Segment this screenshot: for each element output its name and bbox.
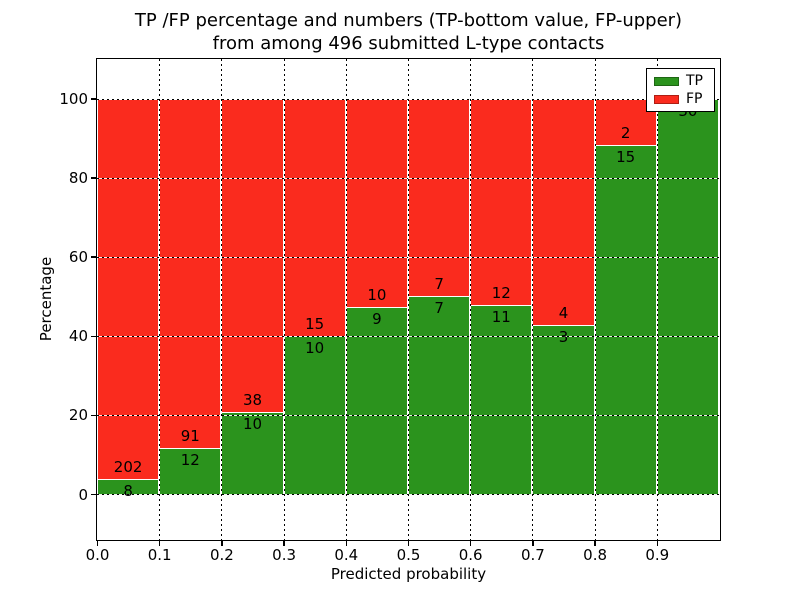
fp-count-label: 4 xyxy=(558,303,569,322)
fp-count-label: 10 xyxy=(367,285,387,304)
gridline-v xyxy=(656,59,658,540)
gridline-v xyxy=(221,59,223,540)
legend-entry-tp: TP xyxy=(654,74,714,88)
y-tick-mark xyxy=(91,98,96,100)
y-tick-label: 60 xyxy=(68,248,88,267)
fp-bar-segment xyxy=(97,98,160,479)
tp-count-label: 8 xyxy=(123,481,133,500)
fp-count-label: 2 xyxy=(620,124,631,143)
tp-count-label: 11 xyxy=(491,307,511,326)
fp-count-label: 15 xyxy=(305,314,325,333)
x-axis-label: Predicted probability xyxy=(330,565,487,583)
tp-count-label: 15 xyxy=(616,148,636,167)
x-tick-label: 0.2 xyxy=(209,546,234,564)
gridline-v xyxy=(594,59,596,540)
tp-bar-segment xyxy=(656,98,719,495)
x-tick-mark xyxy=(594,541,596,546)
fp-count-label: 38 xyxy=(242,390,263,409)
fp-swatch-icon xyxy=(654,94,679,104)
gridline-v xyxy=(470,59,472,540)
tp-count-label: 12 xyxy=(180,450,200,469)
x-tick-mark xyxy=(345,541,348,546)
chart-title-line2: from among 496 submitted L-type contacts xyxy=(212,33,605,54)
tp-bar-segment xyxy=(345,306,408,495)
y-tick-mark xyxy=(91,256,96,258)
tp-count-label: 7 xyxy=(434,299,444,318)
fp-bar-segment xyxy=(159,98,222,448)
x-tick-label: 0.8 xyxy=(583,546,608,564)
x-tick-mark xyxy=(656,541,659,546)
fp-count-label: 202 xyxy=(113,457,143,476)
y-tick-label: 40 xyxy=(68,327,88,346)
fp-count-label: 91 xyxy=(180,426,200,445)
y-tick-mark xyxy=(91,414,96,417)
fp-count-label: 7 xyxy=(434,275,444,294)
fp-bar-segment xyxy=(408,98,471,297)
x-tick-label: 0.6 xyxy=(458,546,483,564)
legend: TP FP xyxy=(646,68,715,112)
x-tick-mark xyxy=(283,541,285,546)
gridline-v xyxy=(532,59,534,540)
x-tick-mark xyxy=(407,541,410,546)
fp-bar-segment xyxy=(221,98,284,412)
tp-swatch-icon xyxy=(654,76,679,86)
y-tick-label: 100 xyxy=(59,90,88,108)
tp-bar-segment xyxy=(221,411,284,495)
y-tick-label: 80 xyxy=(68,169,88,188)
x-tick-label: 0.3 xyxy=(272,546,297,564)
fp-bar-segment xyxy=(345,98,408,307)
tp-bar-segment xyxy=(594,145,657,495)
y-tick-mark xyxy=(91,335,96,338)
fp-count-label: 12 xyxy=(491,283,511,302)
x-tick-label: 0.7 xyxy=(520,546,545,564)
tp-count-label: 3 xyxy=(558,327,569,346)
x-tick-label: 0.9 xyxy=(645,546,670,564)
tp-bar-segment xyxy=(408,296,471,495)
tp-bar-segment xyxy=(97,478,160,495)
fp-bar-segment xyxy=(283,98,346,336)
x-tick-mark xyxy=(221,541,223,546)
y-tick-mark xyxy=(91,493,96,496)
tp-count-label: 10 xyxy=(242,414,263,433)
x-tick-mark xyxy=(469,541,472,546)
tp-bar-segment xyxy=(159,447,222,495)
plot-area: 20289112381015101097712114321530 xyxy=(96,58,721,541)
gridline-v xyxy=(283,59,285,540)
tp-legend-label: TP xyxy=(686,73,703,89)
fp-bar-segment xyxy=(470,98,533,305)
x-tick-label: 0.1 xyxy=(147,546,172,564)
chart-title-line1: TP /FP percentage and numbers (TP-bottom… xyxy=(134,10,683,31)
x-tick-mark xyxy=(158,541,161,546)
y-tick-mark xyxy=(91,177,96,179)
gridline-v xyxy=(345,59,347,540)
gridline-v xyxy=(159,59,161,540)
x-tick-mark xyxy=(532,541,534,546)
x-tick-mark xyxy=(96,541,99,546)
chart-title: TP /FP percentage and numbers (TP-bottom… xyxy=(96,9,721,55)
fp-legend-label: FP xyxy=(686,91,703,107)
tp-count-label: 9 xyxy=(372,309,382,328)
x-tick-label: 0.5 xyxy=(396,546,421,564)
x-tick-label: 0.0 xyxy=(85,546,110,564)
tp-bar-segment xyxy=(532,324,595,495)
tp-bar-segment xyxy=(470,304,533,495)
legend-entry-fp: FP xyxy=(654,92,714,106)
fp-bar-segment xyxy=(532,98,595,325)
y-tick-label: 20 xyxy=(68,406,88,425)
x-tick-label: 0.4 xyxy=(334,546,359,564)
gridline-v xyxy=(408,59,409,540)
y-tick-label: 0 xyxy=(78,485,88,504)
tp-count-label: 10 xyxy=(305,338,325,357)
